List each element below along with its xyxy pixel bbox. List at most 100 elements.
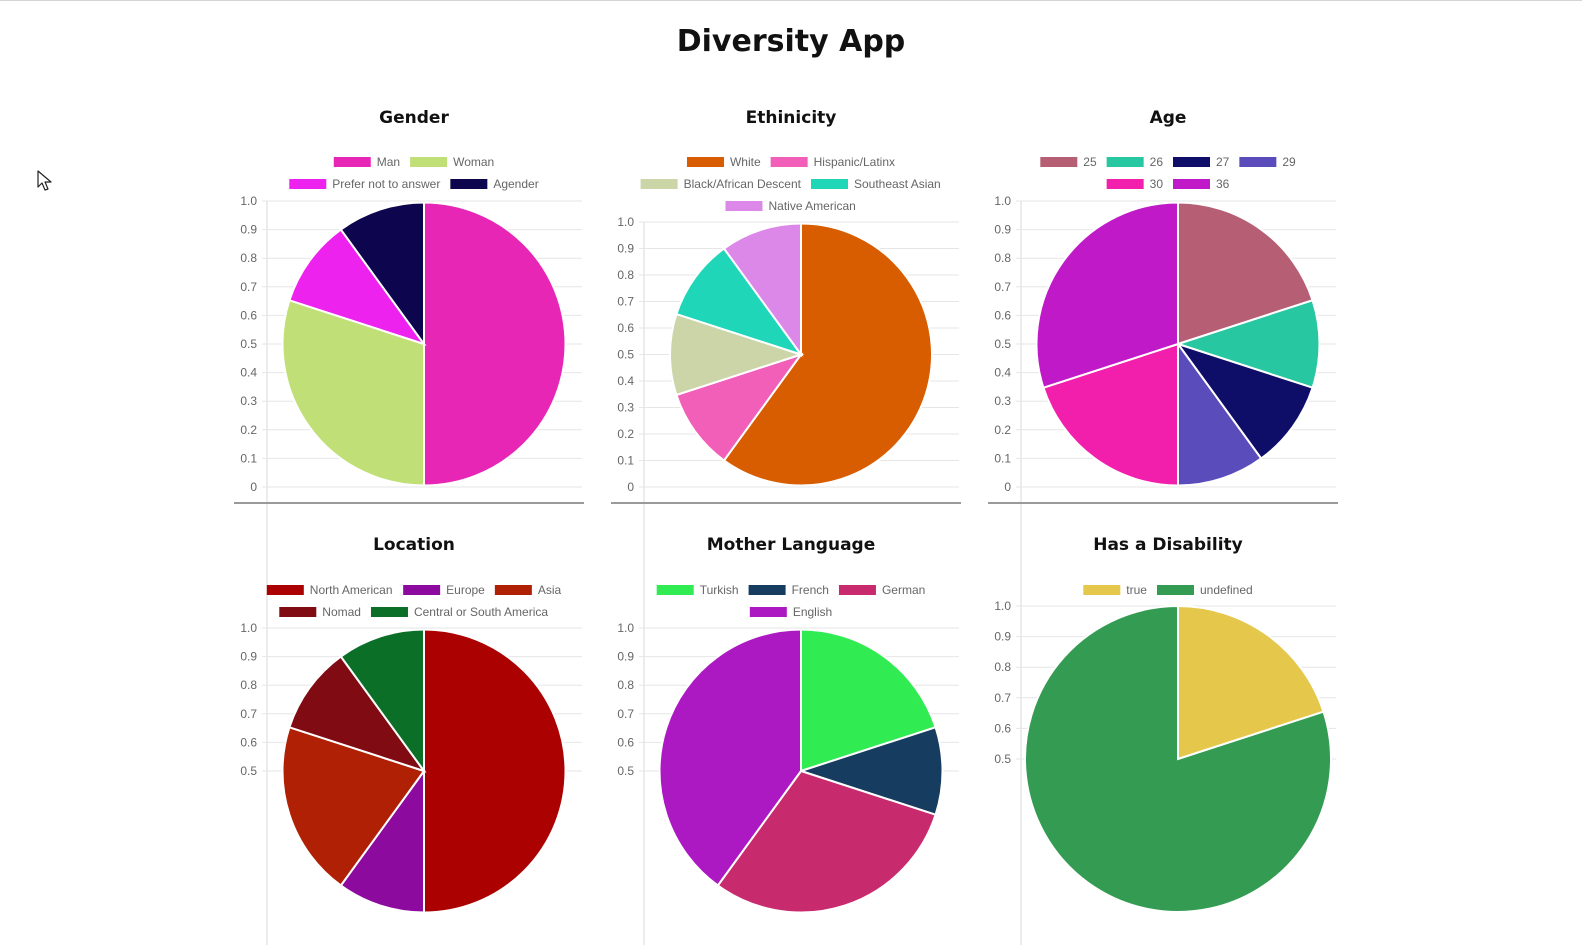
y-tick-label: 0.7 [617, 295, 634, 309]
pie-slice [281, 299, 425, 487]
y-tick-label: 0.7 [240, 707, 257, 721]
y-tick-label: 1.0 [240, 621, 257, 635]
pie-slice [288, 655, 427, 773]
y-tick-label: 0.7 [994, 280, 1011, 294]
ethnicity-pie-chart: White Hispanic/Latinx Black/African Descen… [617, 155, 959, 687]
y-tick-label: 0.6 [240, 308, 257, 322]
legend-label: French [792, 583, 829, 597]
age-pie-chart: 25 26 27 29 30 36 0 0.1 0.2 0.3 0.4 0.5 0.6 0.7 0.8 0.9… [994, 155, 1336, 687]
y-tick-label: 0.5 [240, 337, 257, 351]
y-tick-label: 0 [250, 480, 257, 494]
pie-slice [1177, 604, 1325, 761]
y-tick-label: 0 [1004, 480, 1011, 494]
y-tick-label: 0.3 [240, 394, 257, 408]
chart-divider [611, 502, 961, 504]
y-tick-label: 0.6 [617, 321, 634, 335]
y-tick-label: 0.3 [617, 401, 634, 415]
chart-card-mother-language: Mother Language Turkish French German Engli… [611, 535, 971, 945]
y-tick-label: 0.5 [617, 764, 634, 778]
y-tick-label: 0.4 [617, 374, 634, 388]
pie-slice [423, 201, 567, 487]
legend-label: Asia [538, 583, 562, 597]
y-tick-label: 0 [627, 480, 634, 494]
y-tick-label: 0.8 [240, 678, 257, 692]
legend-label: undefined [1200, 583, 1253, 597]
chart-card-ethnicity: Ethinicity White Hispanic/Latinx Black/Afr… [611, 108, 971, 687]
legend-swatch [289, 179, 327, 189]
chart-title: Ethinicity [745, 108, 837, 128]
y-tick-label: 0.8 [994, 660, 1011, 674]
y-tick-label: 0.1 [240, 451, 257, 465]
chart-title: Location [373, 535, 455, 555]
legend-swatch [838, 585, 876, 595]
y-tick-label: 0.6 [994, 308, 1011, 322]
legend-swatch [770, 157, 808, 167]
y-tick-label: 0.6 [240, 735, 257, 749]
y-tick-label: 0.2 [617, 427, 634, 441]
y-tick-label: 0.5 [994, 337, 1011, 351]
pie-slice [288, 228, 427, 346]
y-tick-label: 0.9 [240, 650, 257, 664]
y-tick-label: 0.9 [617, 242, 634, 256]
legend-label: English [793, 605, 832, 619]
legend-swatch [279, 607, 317, 617]
y-tick-label: 0.8 [994, 251, 1011, 265]
legend-label: Man [377, 155, 400, 169]
y-tick-label: 0.6 [617, 735, 634, 749]
y-tick-label: 0.2 [240, 423, 257, 437]
mouse-cursor-icon [37, 170, 52, 191]
legend-label: 27 [1216, 155, 1230, 169]
mother-language-pie-chart: Turkish French German English 0.5 0.6 0.7 0.8 0.… [617, 583, 959, 945]
legend-label: Agender [493, 177, 538, 191]
legend-label: 30 [1150, 177, 1164, 191]
legend-swatch [1173, 179, 1210, 189]
gender-pie-chart: Man Woman Prefer not to answer Agender 0 0.1 0… [240, 155, 582, 687]
y-tick-label: 0.8 [240, 251, 257, 265]
top-border [0, 0, 1582, 1]
legend-swatch [1106, 157, 1144, 167]
y-tick-label: 1.0 [994, 599, 1011, 613]
pie-slice [722, 222, 933, 487]
y-tick-label: 0.8 [617, 678, 634, 692]
y-tick-label: 0.5 [617, 348, 634, 362]
legend-label: Central or South America [414, 605, 548, 619]
y-tick-label: 0.2 [994, 423, 1011, 437]
legend-label: Southeast Asian [854, 177, 941, 191]
legend-label: 25 [1083, 155, 1097, 169]
legend-swatch [749, 607, 787, 617]
pie-slice [1175, 342, 1314, 460]
legend-swatch [450, 179, 488, 189]
legend-swatch [686, 157, 724, 167]
y-tick-label: 0.5 [994, 752, 1011, 766]
legend-swatch [403, 585, 441, 595]
y-tick-label: 0.3 [994, 394, 1011, 408]
page-title: Diversity App [676, 24, 906, 59]
chart-title: Has a Disability [1093, 535, 1243, 555]
y-tick-label: 0.4 [240, 366, 257, 380]
pie-slice [1177, 201, 1314, 346]
y-tick-label: 0.8 [617, 268, 634, 282]
legend-swatch [1239, 157, 1277, 167]
chart-title: Age [1149, 108, 1187, 128]
legend-swatch [410, 157, 448, 167]
legend-swatch [1173, 157, 1210, 167]
legend-label: Prefer not to answer [332, 177, 440, 191]
y-tick-label: 0.9 [240, 223, 257, 237]
y-tick-label: 0.5 [240, 764, 257, 778]
legend-label: true [1126, 583, 1147, 597]
y-tick-label: 1.0 [617, 215, 634, 229]
pie-slice [800, 628, 937, 773]
chart-title: Gender [379, 108, 449, 128]
y-tick-label: 0.1 [617, 454, 634, 468]
chart-card-age: Age 25 26 27 29 30 36 0 0.1 0.2 0.3 0.4 0.5 0.6 0.7 0.… [988, 108, 1348, 687]
legend-swatch [748, 585, 786, 595]
chart-card-location: Location North American Europe Asia Nomad Ce… [234, 535, 594, 945]
legend-label: 26 [1150, 155, 1164, 169]
legend-label: Europe [446, 583, 485, 597]
pie-slice [423, 628, 567, 914]
legend-label: North American [310, 583, 393, 597]
legend-swatch [725, 201, 763, 211]
chart-card-gender: Gender Man Woman Prefer not to answer Agend… [234, 108, 594, 687]
chart-divider [988, 502, 1338, 504]
chart-divider [234, 502, 584, 504]
